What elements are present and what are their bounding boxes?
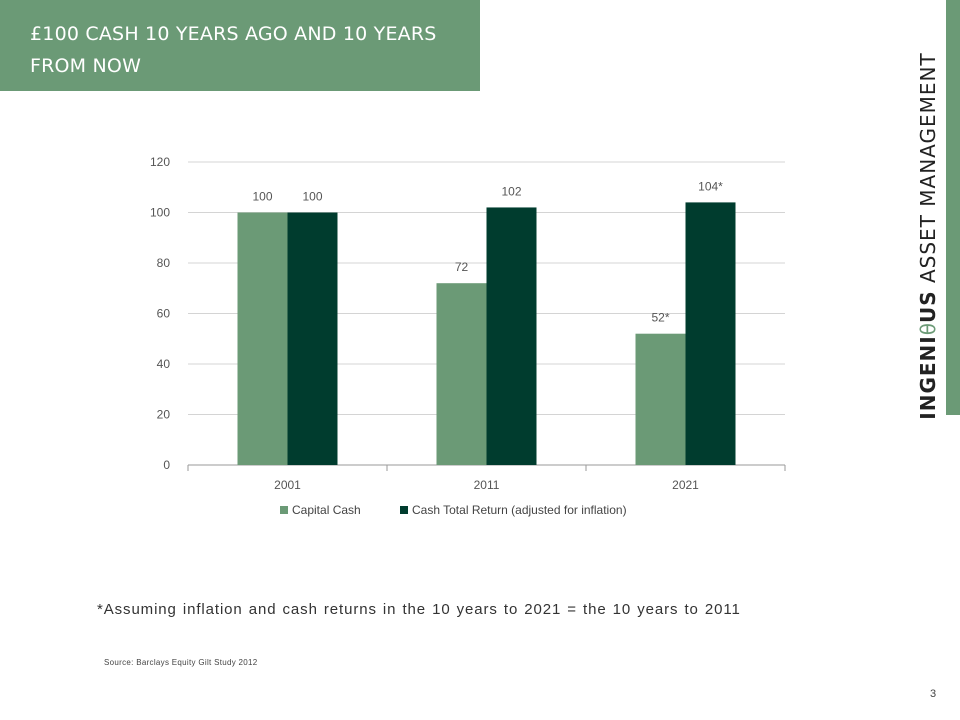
x-tick-label: 2011: [474, 478, 500, 492]
bar: [635, 333, 686, 465]
footnote: *Assuming inflation and cash returns in …: [97, 601, 741, 618]
x-tick-label: 2001: [274, 478, 301, 492]
y-tick-label: 120: [150, 155, 170, 169]
accent-bar: [946, 0, 960, 415]
page-number: 3: [930, 688, 937, 700]
slide-title: £100 CASH 10 YEARS AGO AND 10 YEARS FROM…: [30, 23, 437, 77]
data-label: 52*: [651, 311, 669, 325]
title-banner: £100 CASH 10 YEARS AGO AND 10 YEARS FROM…: [0, 0, 480, 91]
y-tick-label: 100: [150, 206, 170, 220]
data-label: 102: [501, 184, 521, 198]
y-tick-label: 80: [157, 256, 171, 270]
y-tick-label: 0: [163, 458, 170, 472]
y-tick-label: 40: [157, 357, 171, 371]
legend-swatch: [280, 506, 288, 514]
source-note: Source: Barclays Equity Gilt Study 2012: [104, 658, 258, 667]
x-tick-label: 2021: [672, 478, 699, 492]
bar: [685, 202, 736, 465]
bar: [287, 212, 338, 465]
data-label: 100: [252, 190, 272, 204]
brand-name-part1: INGENI: [916, 335, 940, 420]
y-tick-label: 60: [157, 307, 171, 321]
y-tick-label: 20: [157, 408, 171, 422]
bar: [436, 283, 487, 465]
data-label: 72: [455, 260, 469, 274]
brand-tagline: ASSET MANAGEMENT: [916, 52, 940, 291]
bar-chart: 0 20 40 60 80 100 120 2001 2011 2021 100 72 52* 100 10…: [150, 155, 786, 517]
legend-label: Capital Cash: [292, 503, 361, 517]
brand-name-part2: US: [916, 290, 940, 324]
legend-label: Cash Total Return (adjusted for inflatio…: [412, 503, 627, 517]
brand-theta: θ: [916, 323, 940, 336]
bar: [486, 207, 537, 465]
data-label: 100: [302, 190, 322, 204]
bar: [237, 212, 288, 465]
data-label: 104*: [698, 179, 723, 193]
brand-logo: INGENIθUS ASSET MANAGEMENT: [916, 52, 940, 419]
legend-swatch: [400, 506, 408, 514]
